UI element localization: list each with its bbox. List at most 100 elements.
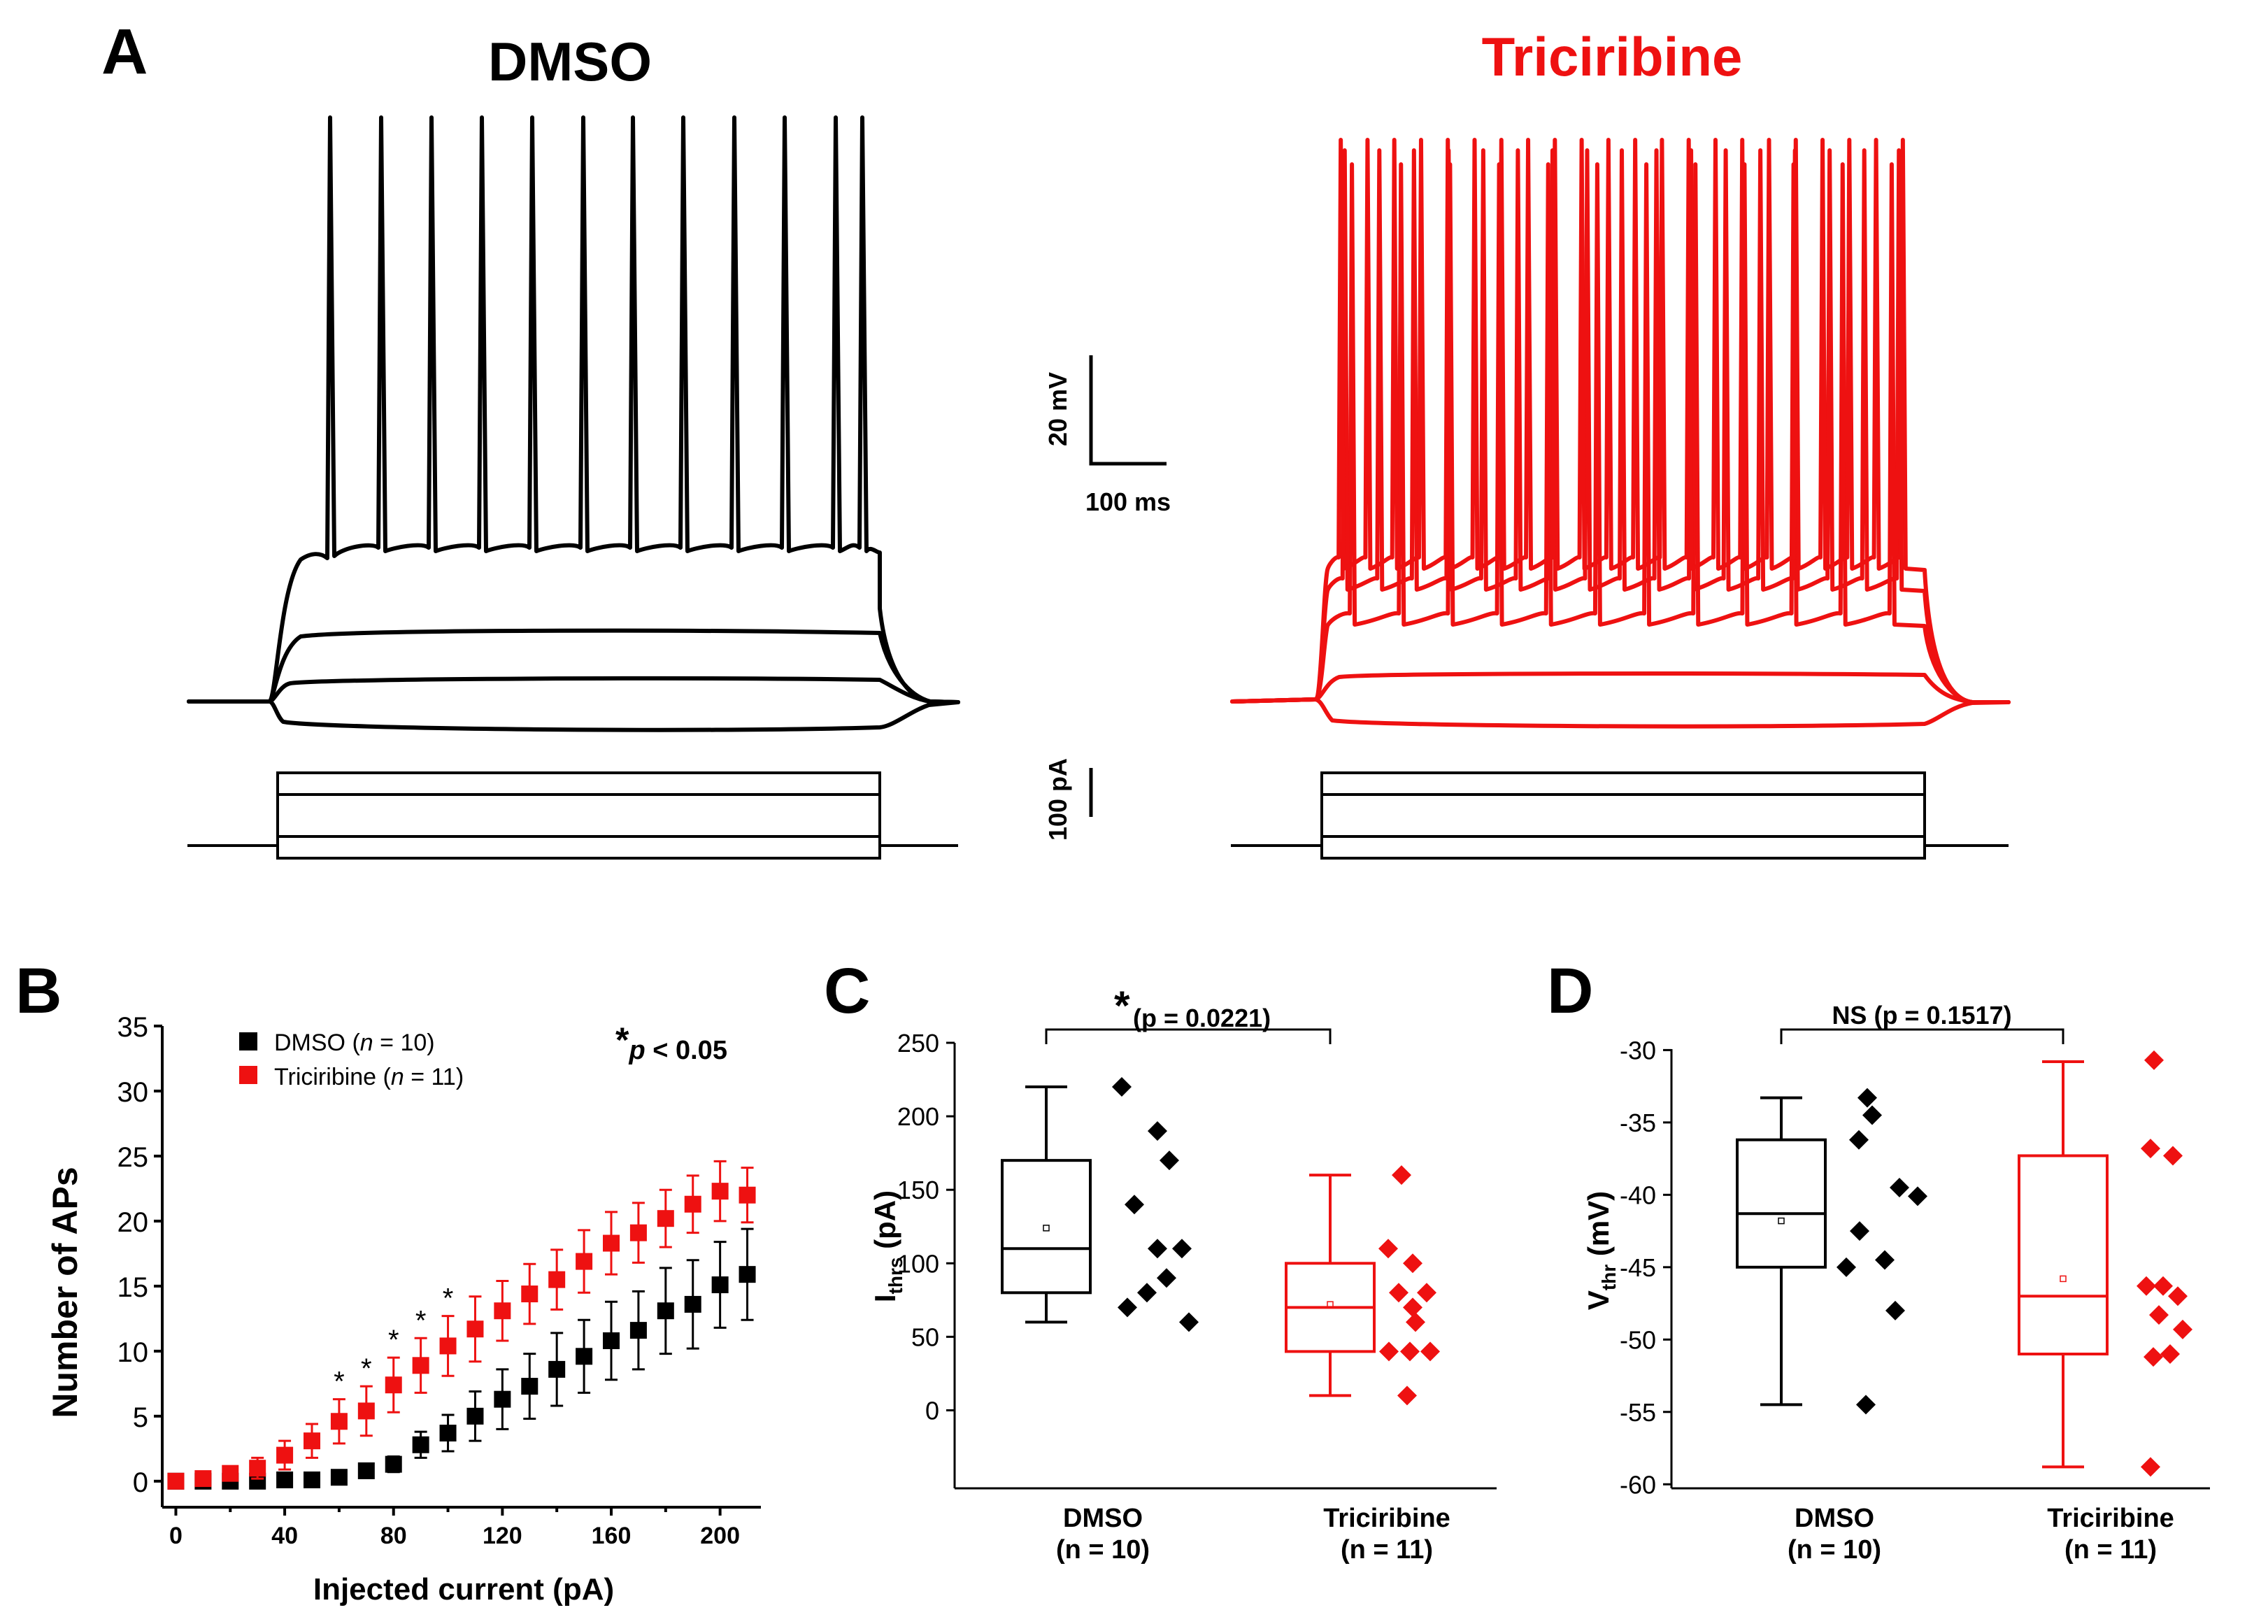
triciribine-data-point: [330, 1413, 348, 1430]
dmso-data-point: [1849, 1130, 1869, 1150]
panel-b-label: B: [15, 955, 62, 1027]
triciribine-data-point: [1378, 1239, 1398, 1259]
triciribine-title: Triciribine: [1482, 26, 1743, 87]
panel-b-plot: * * * * *: [167, 1160, 756, 1490]
triciribine-data-point: [521, 1285, 539, 1303]
dmso-data-point: [1890, 1178, 1909, 1197]
triciribine-data-point: [2144, 1347, 2163, 1367]
triciribine-data-point: [1400, 1341, 1420, 1362]
dmso-data-point: [1118, 1297, 1137, 1318]
triciribine-data-point: [222, 1465, 239, 1482]
dmso-data-point: [711, 1276, 729, 1294]
triciribine-trace-spiking-1: [1230, 162, 2011, 704]
ytick-label: 250: [897, 1029, 939, 1057]
panel-c-ylabel: Ithrs (pA): [869, 1190, 906, 1302]
triciribine-data-point: [167, 1472, 185, 1490]
time-scale-label: 100 ms: [1085, 487, 1171, 516]
dmso-trace-hyperpolarized: [187, 699, 960, 732]
ytick-label: -30: [1620, 1036, 1656, 1064]
triciribine-data-point: [304, 1432, 320, 1450]
legend-label-dmso: DMSO (n = 10): [274, 1030, 435, 1056]
significance-note: *p < 0.05: [615, 1020, 727, 1065]
triciribine-trace-spiking-2: [1230, 148, 2011, 704]
significance-star: *: [388, 1325, 399, 1355]
dmso-data-point: [276, 1471, 294, 1488]
panel-d-group2-n: (n = 11): [2064, 1535, 2157, 1565]
dmso-data-point: [629, 1322, 647, 1339]
ytick-label: -40: [1620, 1181, 1656, 1209]
triciribine-data-point: [1392, 1165, 1411, 1185]
dmso-data-point: [385, 1455, 402, 1473]
dmso-data-point: [684, 1295, 701, 1313]
mean-marker: [2060, 1275, 2067, 1283]
triciribine-trace-spiking-3: [1230, 138, 2011, 704]
panel-a-label: A: [101, 16, 148, 87]
significance-star: *: [361, 1353, 372, 1384]
dmso-data-point: [439, 1425, 457, 1442]
mean-marker: [1778, 1217, 1785, 1225]
triciribine-data-point: [494, 1302, 511, 1320]
current-scale-label: 100 pA: [1043, 758, 1072, 841]
panel-b-ytick-label: 30: [117, 1077, 149, 1108]
panel-c-significance-text: (p = 0.0221): [1133, 1004, 1271, 1032]
panel-b-ytick-label: 25: [117, 1142, 149, 1173]
dmso-data-point: [1148, 1121, 1167, 1141]
triciribine-data-point: [2141, 1139, 2160, 1159]
panel-d-group1-name: DMSO: [1795, 1504, 1874, 1533]
dmso-data-point: [1836, 1257, 1856, 1277]
panel-d-plot: [1736, 1050, 2192, 1477]
dmso-data-point: [657, 1302, 674, 1320]
triciribine-data-point: [385, 1376, 402, 1394]
panel-b-xtick-label: 200: [700, 1523, 740, 1549]
triciribine-trace-subthreshold: [1230, 671, 2011, 704]
panel-d-significance-text: NS (p = 0.1517): [1832, 1001, 2011, 1030]
panel-b-ytick-label: 15: [117, 1272, 149, 1303]
triciribine-data-point: [739, 1186, 756, 1204]
triciribine-data-point: [249, 1460, 266, 1477]
panel-d-axes: -60 -55 -50 -45 -40 -35 -30: [1620, 1036, 2210, 1499]
mean-marker: [1327, 1301, 1334, 1308]
panel-d-group2-name: Triciribine: [2047, 1504, 2174, 1533]
dmso-data-point: [548, 1360, 566, 1378]
panel-b-ytick-label: 10: [117, 1337, 149, 1368]
dmso-data-point: [1125, 1195, 1144, 1215]
triciribine-data-point: [1420, 1341, 1440, 1362]
triciribine-data-point: [2153, 1276, 2173, 1296]
ytick-label: -55: [1620, 1398, 1656, 1427]
panel-c-label: C: [824, 955, 870, 1027]
panel-d-label: D: [1547, 955, 1593, 1027]
dmso-trace-subthreshold-1: [187, 676, 960, 704]
dmso-data-point: [1850, 1221, 1869, 1241]
panel-b-ytick-label: 0: [133, 1467, 148, 1498]
panel-c-plot: [1001, 1077, 1440, 1406]
ytick-label: -35: [1620, 1109, 1656, 1137]
triciribine-trace-hyperpolarized: [1230, 697, 2011, 729]
panel-d: D -60 -55 -50 -45 -40 -35 -30 Vthr (mV) NS (p …: [1547, 955, 2210, 1565]
significance-star: *: [334, 1367, 345, 1397]
triciribine-data-point: [684, 1195, 701, 1213]
legend-marker-triciribine: [239, 1066, 257, 1084]
significance-star: *: [415, 1305, 427, 1336]
triciribine-data-point: [2173, 1319, 2192, 1339]
triciribine-data-point: [548, 1271, 566, 1288]
triciribine-data-point: [2144, 1050, 2164, 1070]
triciribine-data-point: [2163, 1146, 2183, 1166]
ytick-label: 0: [925, 1396, 939, 1425]
box: [1736, 1138, 1827, 1269]
significance-star: *: [443, 1283, 454, 1314]
dmso-data-point: [576, 1348, 593, 1365]
triciribine-data-point: [629, 1224, 647, 1241]
dmso-data-point: [1908, 1186, 1927, 1206]
ytick-label: -50: [1620, 1325, 1656, 1354]
panel-b-xlabel: Injected current (pA): [313, 1572, 614, 1607]
triciribine-data-point: [466, 1320, 484, 1338]
legend-label-triciribine: Triciribine (n = 11): [274, 1064, 464, 1090]
triciribine-data-point: [603, 1234, 620, 1252]
dmso-data-point: [330, 1469, 348, 1486]
ytick-label: 100: [897, 1249, 939, 1278]
panel-d-group1-n: (n = 10): [1788, 1535, 1881, 1565]
panel-d-ylabel: Vthr (mV): [1582, 1191, 1620, 1310]
panel-b-xtick-label: 160: [592, 1523, 632, 1549]
dmso-data-point: [739, 1266, 756, 1283]
